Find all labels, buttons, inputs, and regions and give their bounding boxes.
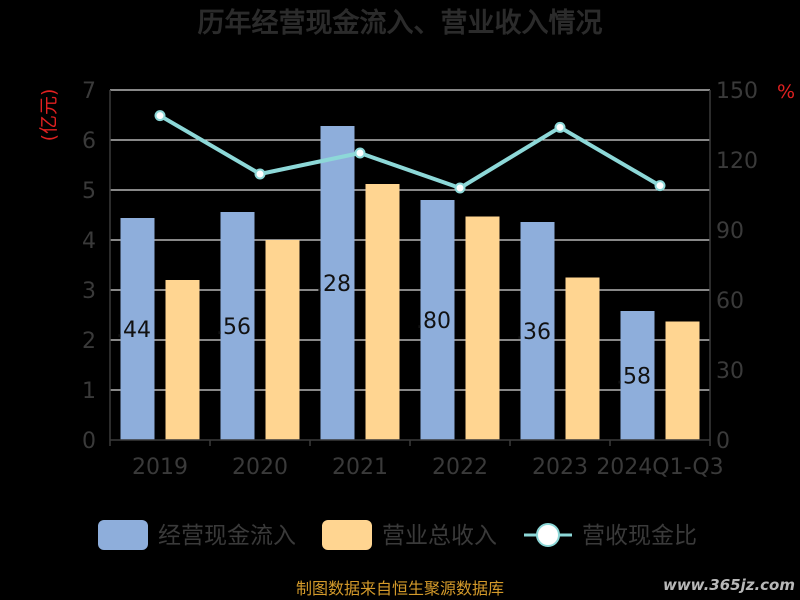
y-left-tick-label: 6: [82, 129, 96, 154]
axis-layer: 0 1 2 3 4 5 6 7 0 30 60 90 120 150 2019 2020 2021 2022 202…: [82, 79, 758, 480]
bar-经营现金流入: [420, 200, 455, 440]
line-point: [154, 110, 166, 122]
bar-经营现金流入: [220, 212, 255, 440]
x-tick-label: 2021: [332, 455, 388, 480]
x-tick-label: 2022: [432, 455, 488, 480]
y-right-tick-label: 60: [716, 289, 744, 314]
source-note: 制图数据来自恒生聚源数据库: [296, 579, 504, 598]
legend-label: 经营现金流入: [158, 523, 296, 549]
line-营收现金比: [158, 113, 662, 190]
legend-marker: [536, 523, 560, 547]
y-right-tick-label: 120: [716, 149, 758, 174]
bar-营业总收入: [265, 240, 300, 440]
x-tick-label: 2023: [532, 455, 588, 480]
line-point: [454, 182, 466, 194]
line-point: [354, 147, 366, 159]
y-left-tick-label: 5: [82, 179, 96, 204]
right-axis-unit: %: [777, 81, 795, 103]
y-left-tick-label: 0: [82, 429, 96, 454]
bar-经营现金流入: [320, 126, 355, 440]
legend-label: 营业总收入: [382, 523, 497, 549]
y-left-tick-label: 3: [82, 279, 96, 304]
y-left-tick-label: 2: [82, 329, 96, 354]
y-right-tick-label: 90: [716, 219, 744, 244]
data-label: .44: [116, 318, 151, 343]
bar-营业总收入: [565, 277, 600, 440]
left-axis-unit: (亿元): [38, 89, 60, 142]
data-label: .56: [216, 315, 251, 340]
legend-swatch: [98, 520, 148, 550]
chart-title: 历年经营现金流入、营业收入情况: [198, 7, 603, 39]
bar-营业总收入: [465, 216, 500, 440]
bar-营业总收入: [665, 321, 700, 440]
data-label: .28: [316, 272, 351, 297]
x-tick-label: 2024Q1-Q3: [596, 455, 723, 480]
x-tick-label: 2020: [232, 455, 288, 480]
label-layer: .44 .56 .28 .80 .36 .58: [116, 272, 651, 390]
data-label: .36: [516, 320, 551, 345]
line-point: [554, 121, 566, 133]
y-right-tick-label: 0: [716, 429, 730, 454]
data-label: .58: [616, 365, 651, 390]
legend: 经营现金流入 营业总收入 营收现金比: [98, 520, 697, 550]
y-left-tick-label: 1: [82, 379, 96, 404]
grid-layer: [110, 89, 710, 391]
y-right-tick-label: 30: [716, 359, 744, 384]
bar-经营现金流入: [120, 218, 155, 440]
y-left-tick-label: 4: [82, 229, 96, 254]
bar-经营现金流入: [620, 311, 655, 440]
y-right-tick-label: 150: [716, 79, 758, 104]
x-tick-label: 2019: [132, 455, 188, 480]
watermark: www.365jz.com: [663, 576, 795, 594]
bar-layer: [120, 126, 700, 440]
bar-经营现金流入: [520, 222, 555, 440]
line-point: [254, 168, 266, 180]
y-left-tick-label: 7: [82, 79, 96, 104]
bar-营业总收入: [165, 280, 200, 440]
line-layer: [154, 110, 666, 194]
line-point: [654, 180, 666, 192]
bar-营业总收入: [365, 184, 400, 440]
legend-label: 营收现金比: [582, 523, 697, 549]
data-label: .80: [416, 309, 451, 334]
legend-swatch: [322, 520, 372, 550]
